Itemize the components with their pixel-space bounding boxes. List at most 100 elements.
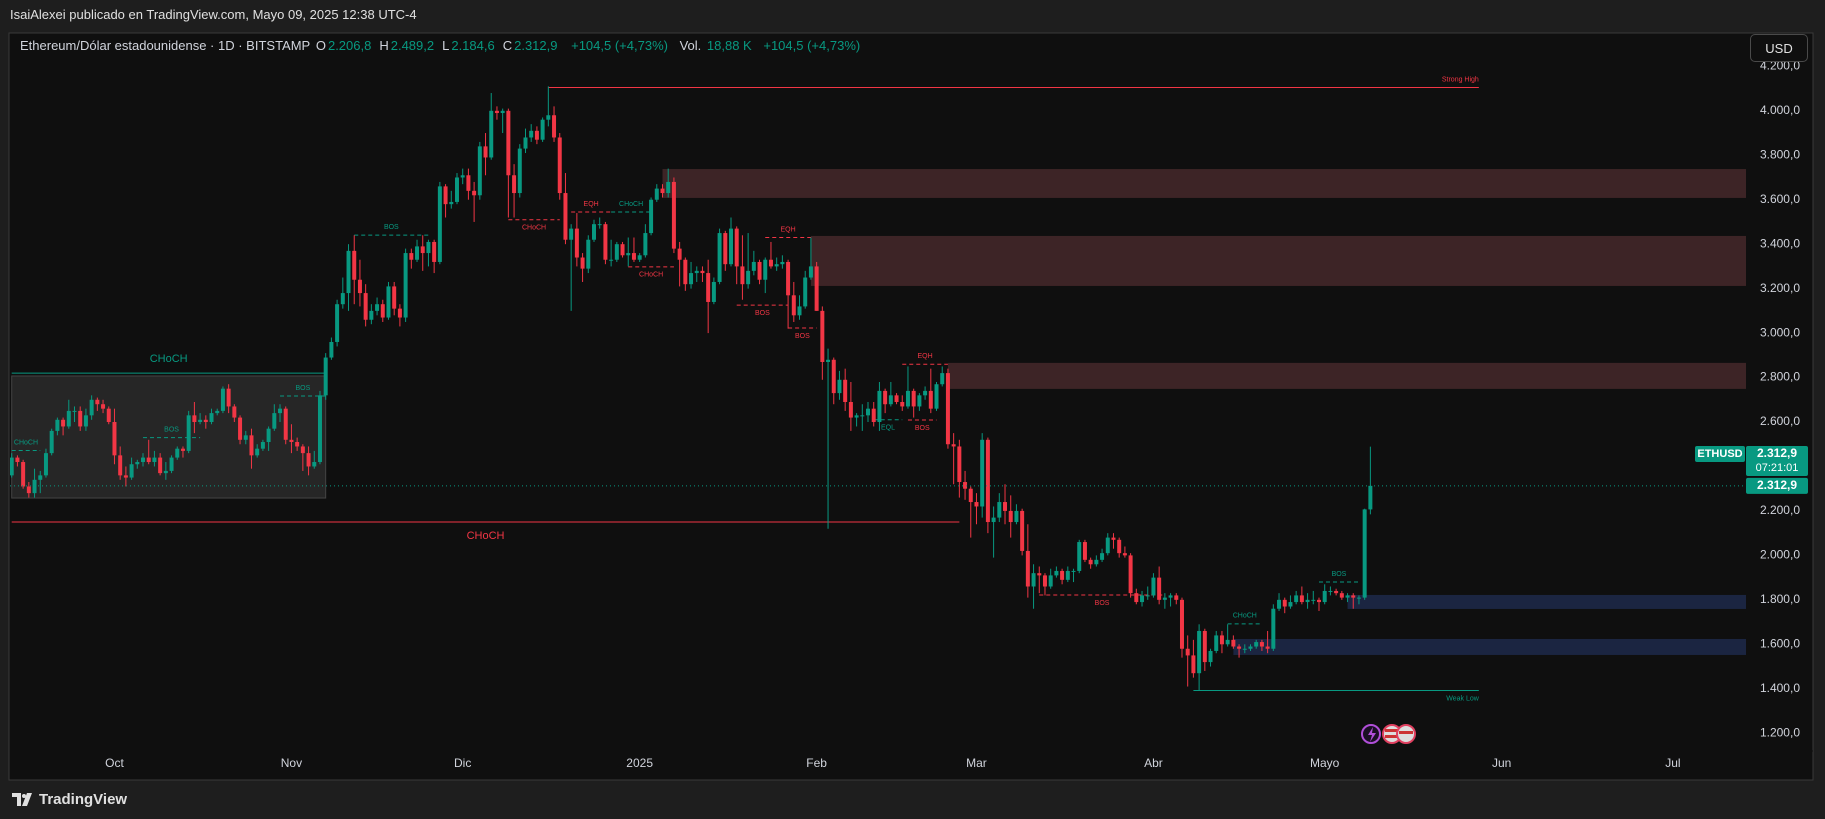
candle-body bbox=[289, 439, 294, 443]
candle-body bbox=[1077, 542, 1082, 571]
candle-body bbox=[1100, 553, 1105, 560]
footer: TradingView bbox=[12, 791, 127, 808]
candle-body bbox=[780, 261, 785, 265]
candle-body bbox=[1191, 655, 1196, 674]
candle-body bbox=[1311, 599, 1316, 601]
candle-body bbox=[866, 408, 871, 416]
field-value: 2.489,2 bbox=[390, 38, 435, 53]
candle-body bbox=[500, 110, 505, 114]
volume-key: Vol. bbox=[679, 38, 702, 53]
candle-body bbox=[649, 199, 654, 234]
candle-body bbox=[1134, 593, 1139, 603]
candle-body bbox=[369, 310, 374, 320]
candle-body bbox=[78, 410, 83, 427]
candle-body bbox=[1128, 555, 1133, 594]
y-tick-label: 3.400,0 bbox=[1760, 236, 1800, 250]
field-key: H bbox=[379, 38, 389, 53]
candle-body bbox=[494, 110, 499, 114]
volume-change: +104,5 (+4,73%) bbox=[763, 38, 861, 53]
currency-button[interactable]: USD bbox=[1750, 34, 1808, 62]
candle-body bbox=[763, 259, 768, 280]
candle-body bbox=[877, 390, 882, 423]
candle-body bbox=[734, 228, 739, 267]
candle-body bbox=[1031, 573, 1036, 587]
candle-body bbox=[888, 395, 893, 405]
candle-body bbox=[61, 419, 66, 427]
candle-body bbox=[826, 359, 831, 362]
candle-body bbox=[968, 488, 973, 503]
candle-body bbox=[403, 253, 408, 318]
candle-body bbox=[295, 442, 300, 447]
x-tick-label: Feb bbox=[806, 756, 827, 770]
candle-body bbox=[232, 406, 237, 418]
field-key: L bbox=[442, 38, 450, 53]
candle-body bbox=[723, 233, 728, 265]
candle-body bbox=[243, 435, 248, 440]
level-label: EQL bbox=[881, 425, 895, 432]
candle-body bbox=[1271, 608, 1276, 649]
candle-body bbox=[529, 130, 534, 138]
candle-body bbox=[1288, 602, 1293, 607]
candle-body bbox=[580, 257, 585, 269]
candle-body bbox=[911, 390, 916, 407]
y-tick-label: 1.200,0 bbox=[1760, 725, 1800, 739]
candle-body bbox=[540, 119, 545, 140]
candle-body bbox=[1277, 599, 1282, 609]
candle-body bbox=[329, 341, 334, 358]
candle-body bbox=[506, 110, 511, 176]
candle-body bbox=[1282, 599, 1287, 607]
level-label: EQH bbox=[781, 226, 796, 233]
candle-body bbox=[803, 277, 808, 307]
candle-body bbox=[1037, 573, 1042, 576]
candle-body bbox=[1082, 542, 1087, 560]
candle-body bbox=[300, 446, 305, 454]
candle-body bbox=[1248, 646, 1253, 649]
candle-body bbox=[654, 188, 659, 200]
volume-value: 18,88 K bbox=[706, 38, 752, 53]
candle-body bbox=[1168, 595, 1173, 598]
candle-body bbox=[928, 390, 933, 409]
candle-body bbox=[283, 408, 288, 440]
legend: Ethereum/Dólar estadounidense · 1D · BIT… bbox=[20, 38, 868, 53]
candle-body bbox=[317, 395, 322, 463]
candle-body bbox=[1202, 630, 1207, 663]
candle-body bbox=[711, 281, 716, 302]
x-tick-label: Mayo bbox=[1310, 756, 1340, 770]
event-icon-bolt bbox=[1368, 727, 1376, 742]
candle-body bbox=[683, 259, 688, 285]
candle-body bbox=[1197, 630, 1202, 674]
candle-body bbox=[220, 388, 225, 411]
candle-body bbox=[1259, 642, 1264, 647]
candle-body bbox=[620, 244, 625, 256]
y-tick-label: 1.400,0 bbox=[1760, 681, 1800, 695]
candle-body bbox=[43, 453, 48, 476]
candle-body bbox=[1305, 599, 1310, 603]
candle-body bbox=[603, 224, 608, 260]
zone bbox=[662, 169, 1746, 198]
field-value: 2.184,6 bbox=[451, 38, 495, 53]
candle-body bbox=[392, 286, 397, 309]
candle-body bbox=[357, 279, 362, 294]
candle-body bbox=[940, 373, 945, 385]
candle-body bbox=[466, 175, 471, 191]
candle-body bbox=[1231, 639, 1236, 647]
candle-body bbox=[266, 428, 271, 443]
candle-body bbox=[985, 439, 990, 523]
candle-body bbox=[746, 270, 751, 285]
candle-body bbox=[717, 233, 722, 282]
level-label: BOS bbox=[295, 385, 310, 392]
candle-body bbox=[1254, 642, 1259, 647]
candle-body bbox=[1042, 575, 1047, 587]
candle-body bbox=[1208, 650, 1213, 663]
candle-body bbox=[574, 228, 579, 258]
symbol-tag bbox=[1695, 446, 1745, 462]
flag-stripe bbox=[1399, 731, 1413, 734]
candle-body bbox=[340, 293, 345, 305]
candle-body bbox=[415, 246, 420, 260]
candle-body bbox=[21, 462, 26, 487]
candle-body bbox=[808, 266, 813, 278]
zone bbox=[1347, 594, 1746, 609]
candle-body bbox=[843, 379, 848, 403]
candle-body bbox=[557, 137, 562, 194]
candle-body bbox=[1345, 595, 1350, 598]
